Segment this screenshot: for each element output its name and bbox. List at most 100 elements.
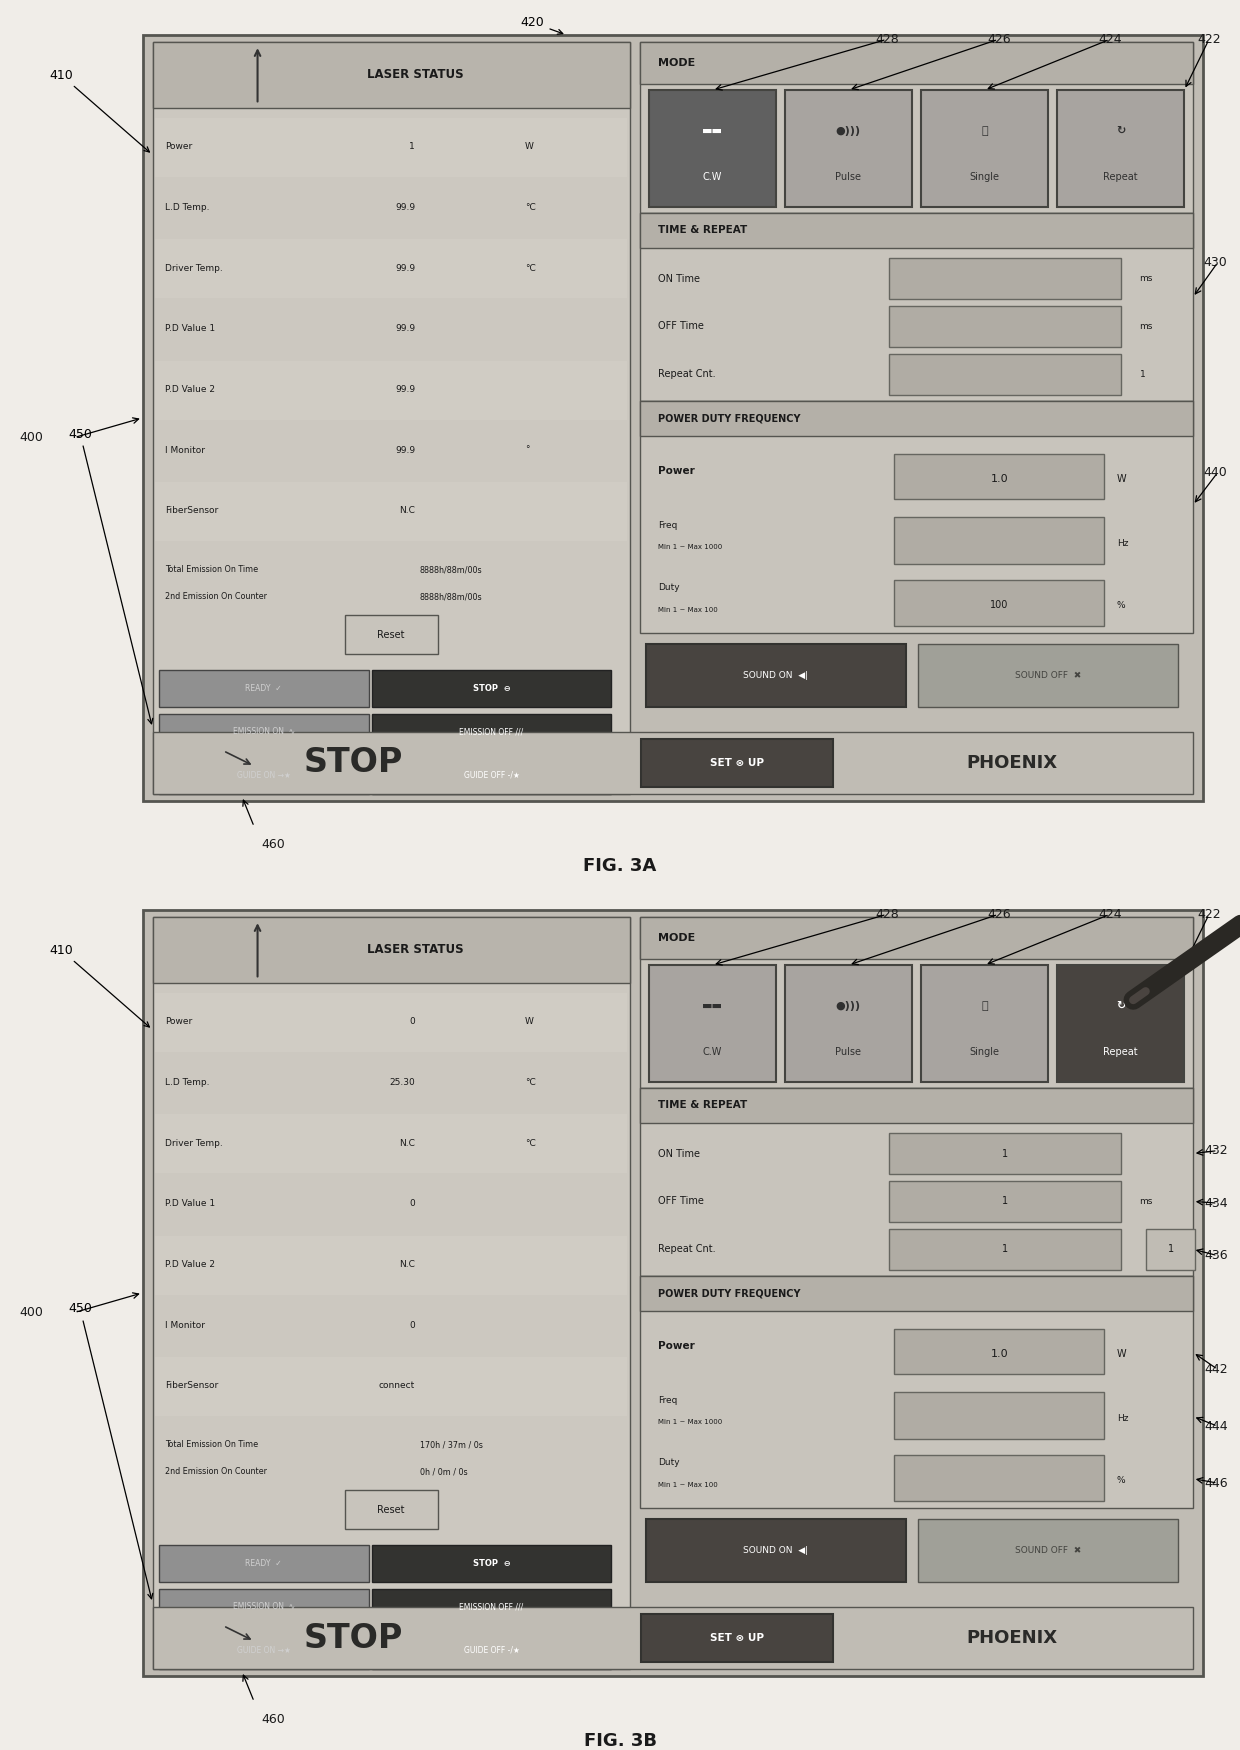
Text: SOUND ON  ◀|: SOUND ON ◀|	[744, 670, 808, 681]
Text: 1: 1	[1002, 1244, 1008, 1255]
Bar	[640, 212, 1193, 401]
Bar	[920, 966, 1048, 1082]
Text: FIG. 3B: FIG. 3B	[584, 1732, 656, 1750]
Text: P.D Value 2: P.D Value 2	[165, 385, 215, 394]
Text: STOP  ⊖: STOP ⊖	[472, 684, 511, 693]
Text: 0: 0	[409, 1017, 415, 1026]
Text: 400: 400	[19, 430, 43, 444]
Bar	[894, 1393, 1105, 1438]
Text: 0: 0	[409, 1321, 415, 1330]
Text: Power: Power	[165, 142, 192, 150]
Text: 422: 422	[1198, 908, 1221, 920]
Bar	[143, 910, 1203, 1676]
Bar	[894, 518, 1105, 564]
Bar	[919, 1519, 1178, 1582]
Bar	[649, 89, 776, 206]
Bar	[1056, 89, 1184, 206]
Text: SOUND OFF  ✖: SOUND OFF ✖	[1016, 1545, 1081, 1556]
Text: OFF Time: OFF Time	[658, 322, 704, 331]
Text: 410: 410	[50, 68, 149, 152]
Text: FiberSensor: FiberSensor	[165, 506, 218, 514]
Text: W: W	[525, 142, 533, 150]
Text: Repeat Cnt.: Repeat Cnt.	[658, 1244, 715, 1255]
Bar	[155, 240, 627, 298]
Text: N.C: N.C	[399, 1139, 415, 1148]
Bar	[894, 579, 1105, 626]
Text: Repeat: Repeat	[1104, 173, 1138, 182]
Bar	[372, 1545, 611, 1582]
Bar	[372, 670, 611, 707]
Bar	[153, 42, 630, 794]
Text: 25.30: 25.30	[389, 1078, 415, 1087]
Bar	[640, 1276, 1193, 1508]
Text: Hz: Hz	[1117, 539, 1128, 548]
Bar	[649, 966, 776, 1082]
Bar	[345, 1489, 438, 1530]
Bar	[640, 1088, 1193, 1276]
Bar	[894, 455, 1105, 499]
Text: EMISSION ON  ∿: EMISSION ON ∿	[233, 1603, 295, 1612]
Bar	[155, 117, 627, 177]
Text: GUIDE ON →★: GUIDE ON →★	[237, 1645, 290, 1656]
Text: Min 1 ~ Max 100: Min 1 ~ Max 100	[658, 607, 718, 612]
Bar	[159, 670, 368, 707]
Bar	[785, 89, 911, 206]
Text: 170h / 37m / 0s: 170h / 37m / 0s	[420, 1440, 482, 1449]
Bar	[640, 1276, 1193, 1311]
Text: ●))): ●)))	[836, 126, 861, 136]
Text: 426: 426	[987, 908, 1011, 920]
Bar	[159, 1633, 368, 1669]
Text: 436: 436	[1204, 1250, 1228, 1262]
Text: 99.9: 99.9	[396, 264, 415, 273]
Bar	[640, 917, 1193, 1088]
Text: 432: 432	[1204, 1144, 1228, 1157]
Text: %: %	[1117, 600, 1126, 611]
Text: 1: 1	[409, 142, 415, 150]
Bar	[641, 1614, 833, 1662]
Text: STOP: STOP	[304, 747, 403, 779]
Text: ⓘ: ⓘ	[981, 1001, 988, 1011]
Text: 1: 1	[1002, 1197, 1008, 1206]
Text: ▬▬: ▬▬	[702, 1001, 723, 1011]
Text: ↻: ↻	[1116, 126, 1125, 136]
Text: 450: 450	[68, 427, 153, 724]
Text: SET ⊗ UP: SET ⊗ UP	[711, 758, 764, 768]
Text: Min 1 ~ Max 1000: Min 1 ~ Max 1000	[658, 1419, 723, 1424]
Text: C.W: C.W	[703, 173, 722, 182]
Text: SET ⊗ UP: SET ⊗ UP	[711, 1633, 764, 1643]
Text: 430: 430	[1204, 255, 1228, 270]
Text: 400: 400	[19, 1306, 43, 1320]
Text: EMISSION OFF ///: EMISSION OFF ///	[459, 1603, 523, 1612]
Bar	[640, 401, 1193, 436]
Text: N.C: N.C	[399, 1260, 415, 1269]
Text: MODE: MODE	[658, 58, 696, 68]
Bar	[646, 1519, 906, 1582]
Text: 424: 424	[1099, 908, 1122, 920]
Text: W: W	[525, 1017, 533, 1026]
Text: Freq: Freq	[658, 1396, 678, 1405]
Bar	[920, 89, 1048, 206]
Text: Pulse: Pulse	[836, 173, 862, 182]
Text: °C: °C	[525, 203, 536, 212]
Text: ON Time: ON Time	[658, 1148, 701, 1158]
Text: P.D Value 1: P.D Value 1	[165, 324, 215, 332]
Bar	[1146, 1228, 1195, 1270]
Bar	[889, 354, 1121, 396]
Text: FIG. 3A: FIG. 3A	[583, 858, 657, 875]
Text: °C: °C	[525, 1078, 536, 1087]
Text: 2nd Emission On Counter: 2nd Emission On Counter	[165, 1468, 267, 1477]
Text: 426: 426	[987, 33, 1011, 46]
Bar	[640, 917, 1193, 959]
Text: ↻: ↻	[1116, 1001, 1125, 1011]
Text: Repeat: Repeat	[1104, 1048, 1138, 1057]
Text: READY  ✓: READY ✓	[246, 1559, 281, 1568]
Text: I Monitor: I Monitor	[165, 446, 205, 455]
Text: STOP: STOP	[304, 1622, 403, 1654]
Text: TIME & REPEAT: TIME & REPEAT	[658, 226, 748, 234]
Text: Single: Single	[970, 1048, 999, 1057]
Text: ON Time: ON Time	[658, 273, 701, 284]
Bar	[1056, 966, 1184, 1082]
Bar	[889, 306, 1121, 347]
Text: 424: 424	[1099, 33, 1122, 46]
Text: TIME & REPEAT: TIME & REPEAT	[658, 1101, 748, 1110]
